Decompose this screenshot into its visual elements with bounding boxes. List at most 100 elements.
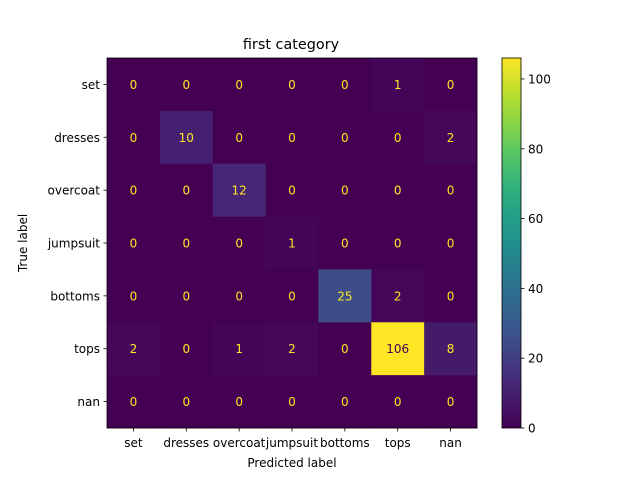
cell-value-label: 0: [235, 237, 243, 251]
heatmap-cell: [159, 269, 214, 323]
heatmap-cell: [212, 216, 266, 270]
heatmap-cell: [107, 216, 161, 270]
heatmap-cell: [371, 216, 425, 270]
cell-value-label: 25: [337, 289, 352, 303]
x-tick-label: jumpsuit: [265, 436, 318, 450]
colorbar-tick-label: 40: [528, 282, 543, 296]
cell-value-label: 0: [288, 184, 296, 198]
cell-value-label: 0: [447, 184, 455, 198]
cell-value-label: 0: [288, 131, 296, 145]
cell-value-label: 2: [288, 342, 296, 356]
cell-value-label: 0: [130, 184, 138, 198]
heatmap-cell: [212, 269, 266, 323]
cell-value-label: 0: [341, 131, 349, 145]
colorbar-tick-label: 0: [528, 422, 536, 436]
heatmap-cell: [424, 216, 478, 270]
y-tick-label: nan: [77, 395, 100, 409]
heatmap-cell: [212, 375, 266, 429]
x-tick-label: overcoat: [213, 436, 266, 450]
heatmap-cell: [371, 322, 425, 376]
heatmap-cell: [159, 375, 214, 429]
cell-value-label: 0: [288, 78, 296, 92]
cell-value-label: 1: [235, 342, 243, 356]
cell-value-label: 0: [130, 395, 138, 409]
heatmap-cell: [159, 216, 214, 270]
heatmap-cell: [107, 375, 161, 429]
cell-value-label: 0: [288, 289, 296, 303]
cell-value-label: 0: [130, 289, 138, 303]
x-axis-label: Predicted label: [247, 456, 336, 470]
heatmap-cell: [212, 58, 266, 112]
heatmap-cell: [371, 269, 425, 323]
cell-value-label: 0: [182, 289, 190, 303]
heatmap-cell: [318, 322, 372, 376]
cell-value-label: 0: [341, 395, 349, 409]
colorbar-tick-label: 60: [528, 212, 543, 226]
heatmap-cell: [107, 58, 161, 112]
heatmap-cell: [318, 375, 372, 429]
x-tick-label: bottoms: [320, 436, 370, 450]
heatmap-cell: [159, 163, 214, 217]
cell-value-label: 0: [130, 237, 138, 251]
heatmap-cell: [371, 58, 425, 112]
cell-value-label: 2: [130, 342, 138, 356]
heatmap-cell: [107, 269, 161, 323]
cell-value-label: 1: [288, 237, 296, 251]
heatmap-cell: [371, 163, 425, 217]
cell-value-label: 0: [182, 395, 190, 409]
cell-value-label: 0: [235, 289, 243, 303]
cell-value-label: 0: [341, 184, 349, 198]
heatmap-cell: [318, 269, 372, 323]
heatmap-cell: [159, 110, 214, 165]
y-tick-label: jumpsuit: [47, 237, 100, 251]
x-tick-label: tops: [385, 436, 411, 450]
heatmap-cell: [424, 322, 478, 376]
heatmap-cell: [107, 163, 161, 217]
cell-value-label: 0: [447, 289, 455, 303]
heatmap-cell: [265, 163, 319, 217]
heatmap-cells: [107, 58, 478, 429]
cell-value-label: 10: [179, 131, 194, 145]
heatmap-cell: [212, 163, 266, 217]
cell-value-label: 0: [447, 78, 455, 92]
y-tick-label: set: [82, 78, 101, 92]
cell-value-label: 0: [447, 395, 455, 409]
cell-value-label: 2: [447, 131, 455, 145]
x-axis-ticks: set dresses overcoat jumpsuit bottoms tops nan: [124, 428, 462, 450]
colorbar: [501, 57, 522, 429]
cell-value-label: 0: [182, 78, 190, 92]
cell-value-label: 0: [394, 131, 402, 145]
heatmap-cell: [424, 110, 478, 165]
heatmap-cell: [212, 322, 266, 376]
y-tick-label: dresses: [54, 131, 100, 145]
cell-value-label: 0: [182, 342, 190, 356]
cell-value-label: 1: [394, 78, 402, 92]
heatmap-cell: [318, 216, 372, 270]
y-tick-label: tops: [74, 342, 100, 356]
colorbar-tick-label: 100: [528, 72, 551, 86]
y-tick-label: overcoat: [48, 184, 101, 198]
heatmap-cell: [265, 110, 319, 165]
heatmap-cell: [371, 375, 425, 429]
heatmap-cell: [318, 163, 372, 217]
y-axis-ticks: set dresses overcoat jumpsuit bottoms tops nan: [47, 78, 107, 409]
cell-value-label: 0: [447, 237, 455, 251]
cell-value-label: 0: [394, 237, 402, 251]
cell-value-label: 0: [341, 78, 349, 92]
cell-value-label: 12: [232, 184, 247, 198]
cell-value-label: 0: [341, 342, 349, 356]
x-tick-label: set: [124, 436, 143, 450]
heatmap-cell: [265, 216, 319, 270]
cell-value-label: 2: [394, 289, 402, 303]
cell-value-label: 0: [130, 78, 138, 92]
heatmap-cell: [265, 375, 319, 429]
cell-value-label: 0: [394, 184, 402, 198]
heatmap-cell: [371, 110, 425, 165]
heatmap-cell: [265, 269, 319, 323]
cell-value-label: 106: [386, 342, 409, 356]
heatmap-cell: [424, 163, 478, 217]
cell-value-label: 0: [235, 395, 243, 409]
cell-value-label: 8: [447, 342, 455, 356]
cell-value-label: 0: [341, 237, 349, 251]
